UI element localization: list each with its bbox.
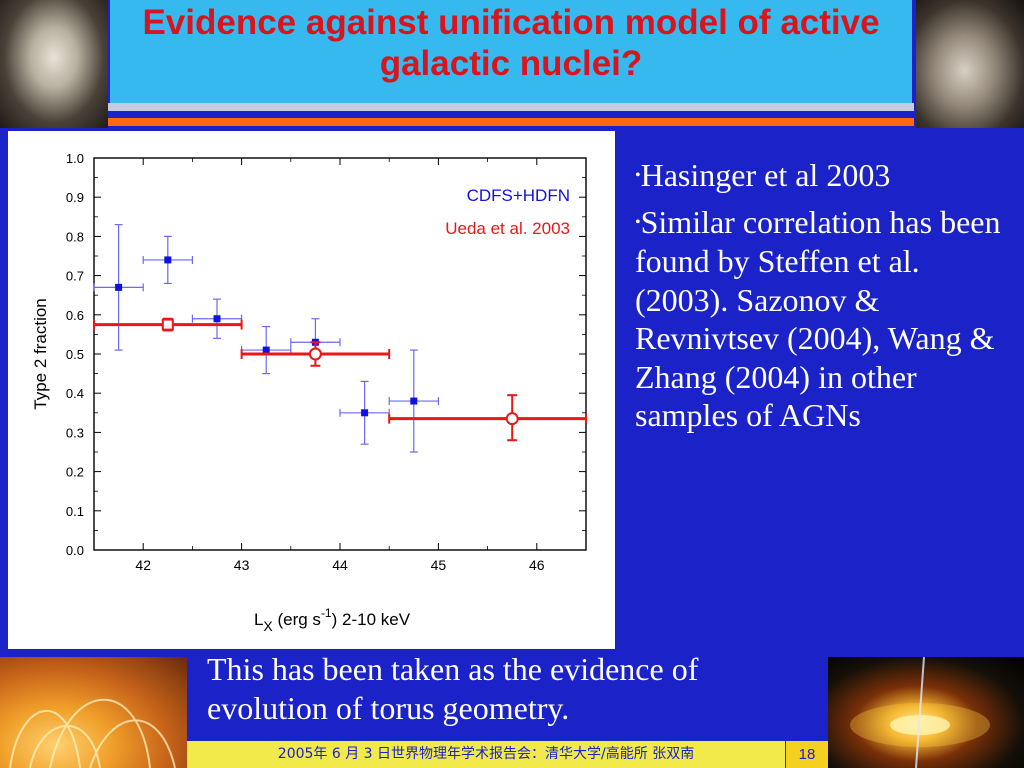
bullet-item-2: •Similar correlation has been found by S… <box>635 203 1015 435</box>
data-marker-open-square <box>161 318 174 331</box>
y-tick-label: 0.3 <box>66 425 84 440</box>
y-axis-label: Type 2 fraction <box>31 298 50 410</box>
y-tick-label: 1.0 <box>66 151 84 166</box>
page-number: 18 <box>798 746 816 763</box>
bullet-marker: • <box>635 167 641 184</box>
data-point-ueda-2003 <box>388 394 587 442</box>
data-point-ueda-2003 <box>240 341 391 367</box>
y-tick-label: 0.1 <box>66 504 84 519</box>
y-tick-label: 0.4 <box>66 386 84 401</box>
title-box <box>110 0 912 103</box>
y-tick-label: 0.7 <box>66 269 84 284</box>
data-marker-square <box>213 315 221 323</box>
y-tick-label: 0.2 <box>66 465 84 480</box>
x-axis-label-main: L <box>254 610 263 629</box>
galaxy-jet-image <box>828 657 1024 768</box>
type2-fraction-chart: 0.0 0.1 0.2 0.3 0.4 0.5 0.6 0.7 0.8 0.9 1.0 42 43 44 4… <box>31 151 587 634</box>
x-axis-label: LX (erg s-1) 2-10 keV <box>254 606 411 634</box>
y-tick-label: 0.6 <box>66 308 84 323</box>
data-point-ueda-2003 <box>93 317 243 332</box>
header-divider-orange <box>108 118 914 126</box>
portrait-photo-left <box>0 0 108 128</box>
bullet-text-2: Similar correlation has been found by St… <box>635 203 1001 434</box>
bullet-list: •Hasinger et al 2003 •Similar correlatio… <box>635 156 1015 442</box>
data-point-cdfs-hdfn <box>93 224 144 351</box>
data-point-cdfs-hdfn <box>339 380 390 445</box>
portrait-photo-right <box>916 0 1024 128</box>
data-point-cdfs-hdfn <box>142 235 193 285</box>
x-tick-label: 46 <box>529 557 545 573</box>
data-marker-open-circle <box>308 347 322 361</box>
data-point-cdfs-hdfn <box>388 349 439 453</box>
y-tick-label: 0.0 <box>66 543 84 558</box>
footer-bar <box>187 741 785 768</box>
page-number-box <box>786 741 828 768</box>
x-tick-label: 44 <box>332 557 348 573</box>
header-divider-light <box>108 103 914 111</box>
x-axis-label-rest: (erg s <box>273 610 321 629</box>
bullet-text-1: Hasinger et al 2003 <box>640 157 891 193</box>
data-marker-square <box>361 409 369 417</box>
slide-title: Evidence against unification model of ac… <box>142 3 880 83</box>
y-tick-label: 0.9 <box>66 190 84 205</box>
data-marker-open-circle <box>505 412 519 426</box>
caption-text: This has been taken as the evidence of e… <box>207 651 699 726</box>
footer-text: 2005年 6 月 3 日世界物理年学术报告会：清华大学/高能所 张双南 <box>277 746 695 762</box>
x-axis-label-sup: -1 <box>321 606 332 620</box>
solar-corona-image <box>0 657 187 768</box>
x-tick-label: 42 <box>135 557 151 573</box>
header-divider-blue <box>108 111 914 118</box>
x-tick-label: 43 <box>234 557 250 573</box>
bullet-item-1: •Hasinger et al 2003 <box>635 156 1015 196</box>
data-point-cdfs-hdfn <box>241 325 292 375</box>
x-axis-label-sub: X <box>263 618 273 634</box>
legend-entry: Ueda et al. 2003 <box>445 219 570 238</box>
bullet-marker: • <box>635 213 641 231</box>
data-marker-square <box>262 346 270 354</box>
legend-entry: CDFS+HDFN <box>467 186 570 205</box>
x-axis-label-end: ) 2-10 keV <box>332 610 411 629</box>
y-tick-label: 0.8 <box>66 229 84 244</box>
x-tick-label: 45 <box>431 557 447 573</box>
data-marker-square <box>410 397 418 405</box>
data-point-cdfs-hdfn <box>191 298 243 339</box>
y-tick-label: 0.5 <box>66 347 84 362</box>
data-marker-square <box>115 283 123 291</box>
data-marker-square <box>164 256 172 264</box>
chart-panel: 0.0 0.1 0.2 0.3 0.4 0.5 0.6 0.7 0.8 0.9 1.0 42 43 44 4… <box>8 131 615 649</box>
